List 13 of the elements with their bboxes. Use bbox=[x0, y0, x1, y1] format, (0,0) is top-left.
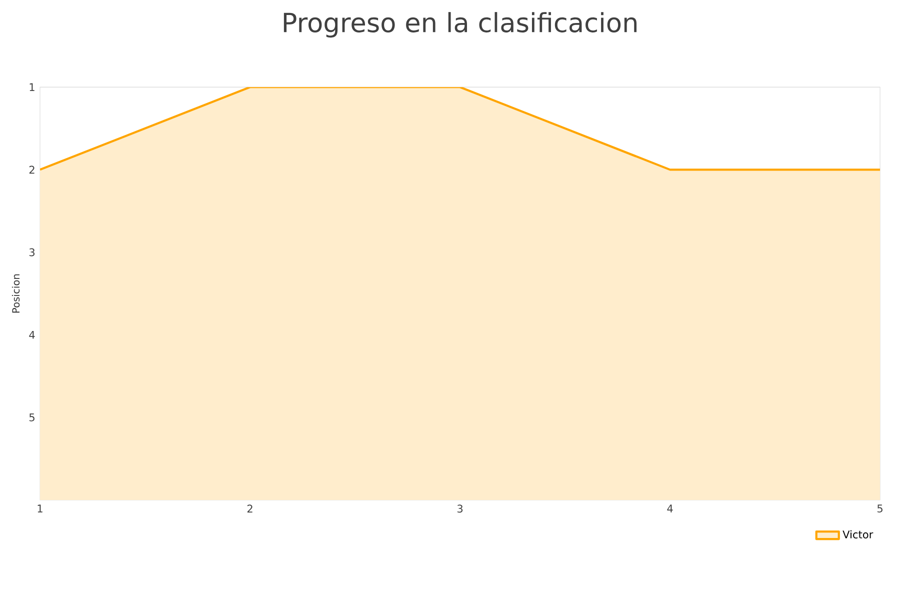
x-tick-label: 3 bbox=[457, 504, 463, 513]
y-tick-label: 1 bbox=[30, 83, 34, 91]
chart-title: Progreso en la clasificacion bbox=[284, 12, 637, 38]
y-tick-label: 2 bbox=[29, 166, 34, 174]
y-axis-title: Posicion bbox=[12, 274, 20, 313]
x-tick-label: 5 bbox=[877, 504, 882, 512]
x-tick-label: 1 bbox=[38, 504, 42, 512]
y-tick-label: 3 bbox=[29, 248, 35, 256]
x-tick-label: 2 bbox=[247, 504, 252, 512]
y-tick-label: 4 bbox=[29, 330, 35, 339]
y-tick-label: 5 bbox=[29, 413, 34, 422]
x-tick-label: 4 bbox=[667, 504, 673, 512]
legend-label: Victor bbox=[842, 530, 874, 538]
